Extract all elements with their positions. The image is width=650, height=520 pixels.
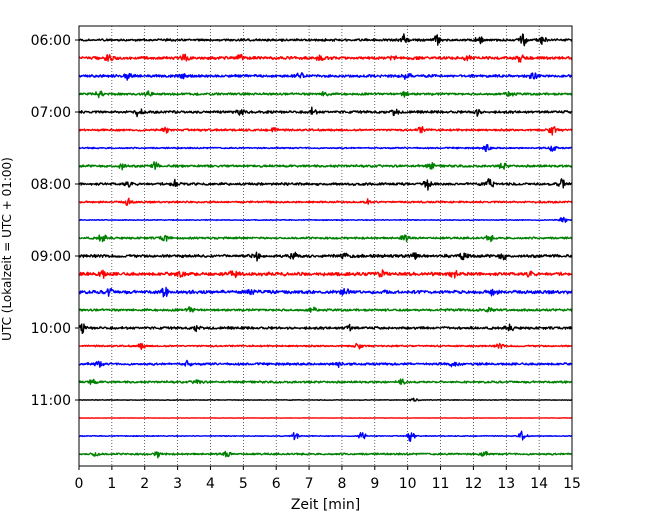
x-tick-label: 9 — [370, 476, 379, 492]
x-tick-label: 11 — [432, 476, 450, 492]
seismic-trace — [78, 306, 573, 313]
x-tick-label: 5 — [239, 476, 248, 492]
y-tick-label: 06:00 — [31, 33, 71, 49]
grid-lines — [111, 26, 540, 466]
x-tick-label: 2 — [140, 476, 149, 492]
trace-group — [78, 33, 573, 459]
seismic-trace — [78, 286, 573, 298]
seismic-trace — [78, 144, 573, 153]
seismic-trace — [78, 33, 573, 47]
x-axis: 0 1 2 3 4 5 6 7 8 9 10 11 12 13 14 15 — [75, 466, 581, 492]
seismic-trace — [78, 251, 573, 262]
y-axis-label: UTC (Lokalzeit = UTC + 01:00) — [0, 157, 14, 341]
seismic-trace — [78, 430, 573, 442]
plot-frame — [78, 25, 573, 467]
x-tick-label: 1 — [107, 476, 116, 492]
seismic-trace — [78, 161, 573, 171]
seismic-trace — [78, 126, 573, 136]
seismic-trace — [78, 72, 573, 81]
y-axis: 06:00 07:00 08:00 09:00 10:00 11:00 — [31, 33, 79, 409]
y-tick-label: 11:00 — [31, 393, 71, 409]
seismic-trace — [78, 216, 573, 223]
seismic-trace — [78, 397, 573, 402]
seismic-trace — [78, 450, 573, 459]
y-tick-label: 08:00 — [31, 177, 71, 193]
x-tick-label: 10 — [399, 476, 417, 492]
x-tick-label: 13 — [497, 476, 515, 492]
seismic-trace — [78, 359, 573, 368]
x-tick-label: 4 — [206, 476, 215, 492]
seismic-trace — [78, 234, 573, 243]
seismic-trace — [78, 269, 573, 279]
y-tick-label: 07:00 — [31, 105, 71, 121]
seismic-trace — [78, 378, 573, 386]
seismic-trace — [78, 342, 573, 350]
seismic-trace — [78, 53, 573, 63]
x-tick-label: 12 — [464, 476, 482, 492]
x-tick-label: 6 — [272, 476, 281, 492]
x-axis-label: Zeit [min] — [291, 497, 360, 513]
seismic-trace — [78, 90, 573, 99]
seismic-trace — [78, 323, 573, 334]
y-tick-label: 10:00 — [31, 321, 71, 337]
x-tick-label: 8 — [337, 476, 346, 492]
seismic-trace — [78, 197, 573, 206]
x-tick-label: 7 — [305, 476, 314, 492]
seismic-trace — [78, 178, 573, 191]
y-tick-label: 09:00 — [31, 249, 71, 265]
x-tick-label: 15 — [563, 476, 581, 492]
x-tick-label: 3 — [173, 476, 182, 492]
seismic-trace — [78, 106, 573, 118]
x-tick-label: 14 — [530, 476, 548, 492]
x-tick-label: 0 — [75, 476, 84, 492]
